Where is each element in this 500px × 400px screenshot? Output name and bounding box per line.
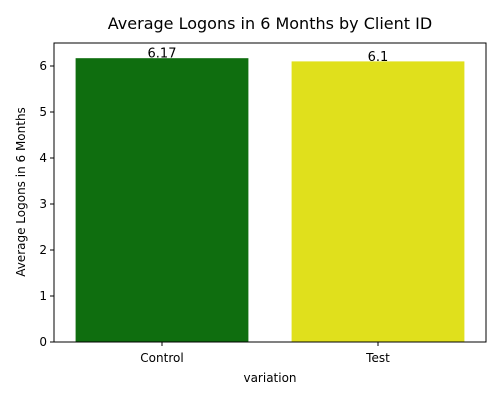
bar-test bbox=[291, 61, 465, 343]
y-axis-label: Average Logons in 6 Months bbox=[14, 107, 28, 277]
y-tick-label: 0 bbox=[39, 335, 47, 349]
y-tick-label: 6 bbox=[39, 59, 47, 73]
chart-title: Average Logons in 6 Months by Client ID bbox=[108, 14, 432, 33]
data-label-test: 6.1 bbox=[368, 50, 389, 65]
y-tick-label: 5 bbox=[39, 105, 47, 119]
x-tick-label: Test bbox=[365, 351, 390, 365]
y-axis-ticks: 0 1 2 3 4 5 6 bbox=[39, 59, 54, 349]
y-tick-label: 1 bbox=[39, 289, 47, 303]
bar-control bbox=[75, 58, 249, 343]
x-axis-ticks: Control Test bbox=[140, 342, 390, 365]
y-tick-label: 2 bbox=[39, 243, 47, 257]
bars-group bbox=[75, 58, 465, 343]
data-labels: 6.17 6.1 bbox=[148, 47, 389, 65]
x-tick-label: Control bbox=[140, 351, 183, 365]
y-tick-label: 3 bbox=[39, 197, 47, 211]
data-label-control: 6.17 bbox=[148, 47, 177, 62]
plot-frame bbox=[53, 42, 487, 343]
x-axis-label: variation bbox=[243, 371, 296, 385]
y-tick-label: 4 bbox=[39, 151, 47, 165]
